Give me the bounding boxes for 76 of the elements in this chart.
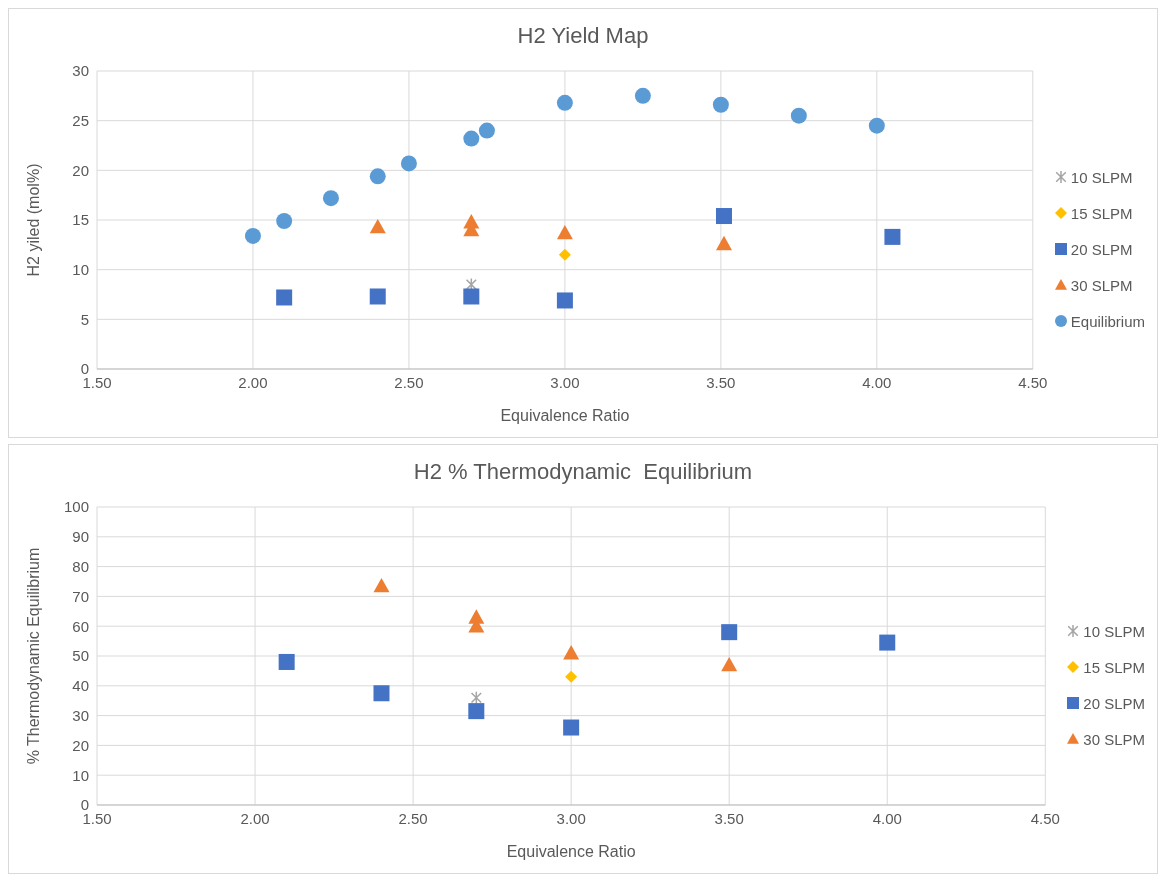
y-tick-label: 30 (72, 706, 89, 724)
legend-label: 15 SLPM (1083, 658, 1145, 676)
y-tick-label: 30 (72, 62, 89, 80)
legend-label: 30 SLPM (1083, 730, 1145, 748)
x-tick-label: 4.00 (862, 373, 892, 391)
x-tick-label: 4.00 (872, 809, 902, 827)
y-tick-label: 70 (72, 587, 89, 605)
y-tick-label: 10 (72, 260, 89, 278)
point (634, 87, 651, 104)
point (715, 208, 732, 225)
y-tick-label: 80 (72, 557, 89, 575)
point (369, 288, 386, 305)
point (276, 212, 293, 229)
point (369, 168, 386, 185)
x-tick-label: 3.00 (556, 809, 586, 827)
point (463, 288, 480, 305)
point (558, 248, 571, 261)
y-axis-title: % Thermodynamic Equilibrium (24, 547, 42, 765)
legend-label: 15 SLPM (1070, 204, 1133, 222)
point (278, 653, 295, 670)
legend-label: 20 SLPM (1083, 694, 1145, 712)
x-axis-title: Equivalence Ratio (500, 407, 630, 424)
point (879, 634, 896, 651)
point (373, 577, 390, 593)
legend-label: 10 SLPM (1083, 622, 1145, 640)
point (712, 96, 729, 113)
y-tick-label: 100 (63, 498, 89, 516)
y-tick-label: 20 (72, 161, 89, 179)
point (563, 719, 580, 736)
x-tick-label: 2.00 (240, 809, 270, 827)
point (884, 228, 901, 245)
x-tick-label: 2.00 (238, 373, 268, 391)
legend-label: 10 SLPM (1070, 168, 1133, 186)
x-tick-label: 3.50 (706, 373, 736, 391)
point (373, 685, 390, 702)
x-tick-label: 2.50 (398, 809, 428, 827)
legend-label: 30 SLPM (1070, 276, 1133, 294)
point (790, 107, 807, 124)
x-tick-label: 4.50 (1018, 373, 1048, 391)
point (563, 645, 580, 660)
point (463, 130, 480, 147)
point (400, 155, 417, 172)
point (715, 235, 732, 251)
x-tick-label: 2.50 (394, 373, 424, 391)
y-tick-label: 60 (72, 617, 89, 635)
point (276, 289, 293, 306)
point (556, 94, 573, 111)
point (556, 292, 573, 309)
x-axis-title: Equivalence Ratio (506, 843, 636, 860)
y-axis-title: H2 yiled (mol%) (24, 163, 42, 277)
legend-label: 20 SLPM (1070, 240, 1133, 258)
y-tick-label: 20 (72, 736, 89, 754)
point (244, 227, 261, 244)
point (322, 190, 339, 207)
x-tick-label: 3.00 (550, 373, 580, 391)
y-tick-label: 5 (80, 310, 89, 328)
y-tick-label: 50 (72, 647, 89, 665)
y-tick-label: 25 (72, 111, 89, 129)
point (369, 218, 386, 234)
point (565, 670, 578, 683)
x-tick-label: 3.50 (714, 809, 744, 827)
y-tick-label: 90 (72, 528, 89, 546)
point (556, 224, 573, 240)
point (868, 117, 885, 134)
point (721, 624, 738, 641)
chart-title: H2 % Thermodynamic Equilibrium (412, 458, 754, 486)
point (721, 656, 738, 672)
y-tick-label: 10 (72, 766, 89, 784)
legend-label: Equilibrium (1070, 312, 1145, 330)
y-tick-label: 40 (72, 677, 89, 695)
x-tick-label: 4.50 (1030, 809, 1060, 827)
point (478, 122, 495, 139)
point (468, 703, 485, 720)
point (470, 690, 482, 705)
y-tick-label: 15 (72, 211, 89, 229)
chart-title: H2 Yield Map (516, 22, 650, 50)
